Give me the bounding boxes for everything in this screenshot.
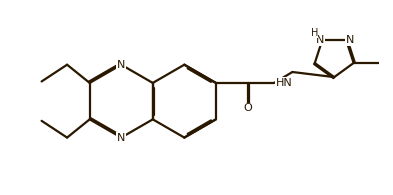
- Text: O: O: [244, 103, 252, 113]
- Text: N: N: [346, 35, 354, 45]
- Text: N: N: [117, 60, 125, 70]
- Text: H: H: [310, 28, 318, 38]
- Text: N: N: [316, 35, 324, 45]
- Text: N: N: [117, 133, 125, 143]
- Text: HN: HN: [276, 78, 293, 88]
